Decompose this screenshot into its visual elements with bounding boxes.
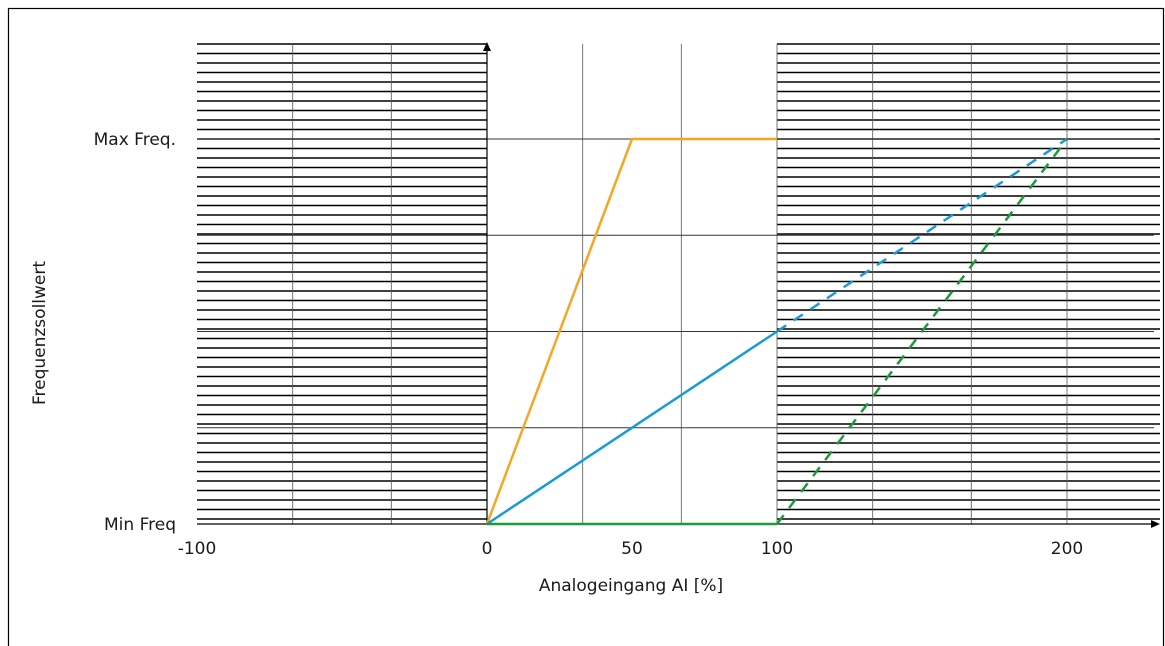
- tick-labels: -100 0 50 100 200 Min Freq Max Freq.: [94, 130, 1084, 559]
- y-axis-label: Frequenzsollwert: [30, 261, 50, 405]
- x-tick-label: -100: [178, 539, 217, 559]
- y-tick-label: Min Freq: [104, 515, 176, 535]
- x-tick-label: 50: [621, 539, 643, 559]
- series-line-2: [776, 137, 1068, 333]
- x-tick-label: 0: [482, 539, 493, 559]
- data-series: [485, 137, 1068, 526]
- y-axis-arrow: [483, 42, 491, 51]
- x-tick-label: 100: [761, 539, 793, 559]
- y-tick-label: Max Freq.: [94, 130, 176, 150]
- series-line-1: [486, 330, 778, 526]
- series-line-4: [776, 138, 1068, 525]
- series-line-0: [485, 137, 777, 525]
- hatched-regions: [197, 43, 1160, 520]
- x-tick-label: 200: [1051, 539, 1083, 559]
- x-axis-arrow: [1151, 520, 1160, 528]
- x-axis-label: Analogeingang AI [%]: [539, 576, 723, 596]
